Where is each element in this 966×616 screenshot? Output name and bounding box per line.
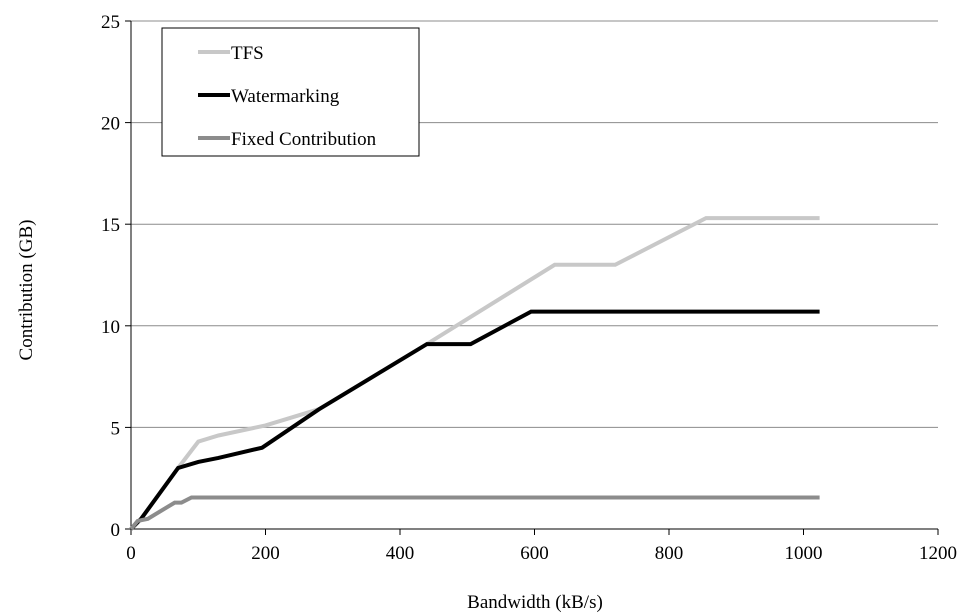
x-tick-label-600: 600: [520, 543, 549, 564]
series-lines: [129, 216, 820, 531]
y-tick-label-5: 5: [111, 418, 121, 439]
y-axis-title: Contribution (GB): [16, 220, 37, 361]
legend-label-tfs: TFS: [231, 43, 264, 64]
legend-label-fixed-contribution: Fixed Contribution: [231, 129, 377, 150]
legend-label-watermarking: Watermarking: [231, 86, 340, 107]
legend: TFS Watermarking Fixed Contribution: [161, 27, 420, 157]
series-line-fixed-contribution: [129, 495, 820, 531]
x-tick-label-1000: 1000: [785, 543, 823, 564]
tick-labels: 0 5 10 15 20 25 0 200 400 600 800 1000 1200: [101, 12, 957, 564]
x-tick-label-200: 200: [251, 543, 280, 564]
x-tick-label-400: 400: [386, 543, 415, 564]
legend-box: [161, 27, 420, 157]
axes: [125, 20, 939, 535]
y-tick-label-25: 25: [101, 12, 120, 33]
y-tick-label-20: 20: [101, 114, 120, 135]
y-tick-label-10: 10: [101, 317, 120, 338]
x-tick-label-1200: 1200: [919, 543, 957, 564]
x-axis-title: Bandwidth (kB/s): [467, 592, 603, 613]
series-line-tfs: [129, 216, 820, 531]
y-tick-label-0: 0: [111, 520, 121, 541]
series-line-watermarking: [129, 309, 820, 531]
x-tick-label-0: 0: [126, 543, 136, 564]
x-tick-label-800: 800: [655, 543, 684, 564]
y-tick-label-15: 15: [101, 215, 120, 236]
